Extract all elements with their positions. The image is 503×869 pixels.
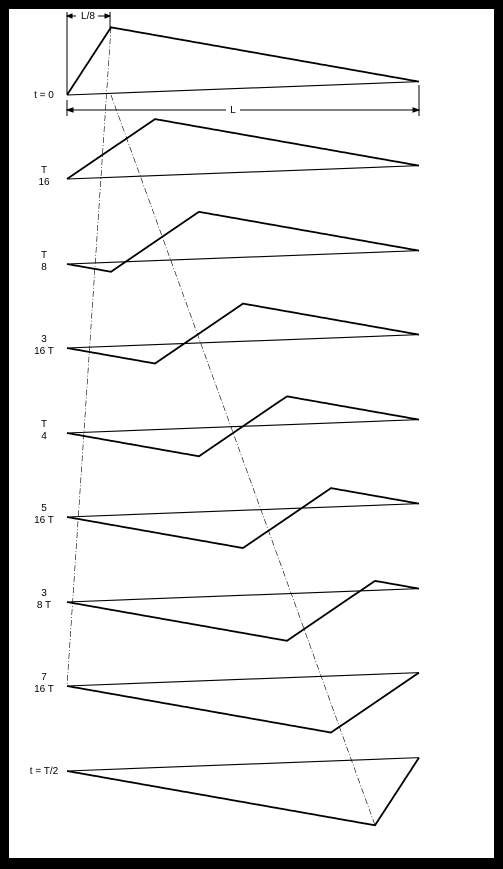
l-arrowhead-left [65, 107, 74, 113]
snapshot-4: T4 [41, 395, 420, 458]
l-eighth-label: L/8 [81, 11, 95, 22]
snapshot-label: 3 [41, 334, 47, 345]
baseline [66, 588, 420, 603]
string-shape [66, 210, 420, 273]
snapshot-label: t = 0 [34, 90, 54, 101]
dim-arrowhead-right [104, 13, 112, 19]
snapshot-label: 5 [41, 503, 47, 514]
baseline [66, 165, 420, 180]
snapshot-label: 4 [41, 431, 47, 442]
l-label: L [230, 105, 236, 116]
snapshot-label: 7 [41, 672, 47, 683]
baseline [66, 503, 420, 518]
snapshot-5: 516 T [34, 487, 420, 549]
baseline [66, 250, 420, 265]
snapshot-0: t = 0 [34, 26, 420, 101]
baseline [66, 81, 420, 96]
snapshot-label: 16 [38, 177, 50, 188]
baseline [66, 334, 420, 349]
snapshot-6: 38 T [37, 579, 420, 642]
string-shape [66, 671, 420, 734]
snapshot-label: 16 T [34, 515, 54, 526]
l-dimension [65, 85, 421, 116]
snapshot-3: 316 T [34, 302, 420, 365]
string-shape [66, 487, 420, 549]
string-shape [66, 26, 420, 96]
baseline [66, 757, 420, 772]
snapshot-label: 8 [41, 262, 47, 273]
snapshot-label: 16 T [34, 684, 54, 695]
string-shape [66, 395, 420, 458]
snapshot-label: 16 T [34, 346, 54, 357]
figure-frame [9, 9, 494, 858]
string-shape [66, 757, 420, 827]
string-shape [66, 302, 420, 365]
snapshot-2: T8 [41, 210, 420, 273]
snapshot-label: T [41, 419, 47, 430]
snapshot-label: T [41, 250, 47, 261]
snapshot-label: 8 T [37, 600, 51, 611]
peak-travel-guide [66, 27, 112, 687]
l-arrowhead-right [412, 107, 421, 113]
travel-guide-lines [66, 27, 376, 826]
snapshot-1: T16 [38, 118, 420, 188]
snapshot-7: 716 T [34, 671, 420, 734]
snapshot-8: t = T/2 [30, 757, 420, 827]
baseline [66, 672, 420, 687]
l-eighth-dimension [65, 12, 112, 94]
snapshot-label: t = T/2 [30, 766, 59, 777]
snapshot-label: 3 [41, 588, 47, 599]
string-shape [66, 579, 420, 642]
dim-arrowhead-left [65, 13, 73, 19]
string-shape [66, 118, 420, 180]
trough-travel-guide [110, 94, 376, 826]
snapshot-label: T [41, 165, 47, 176]
